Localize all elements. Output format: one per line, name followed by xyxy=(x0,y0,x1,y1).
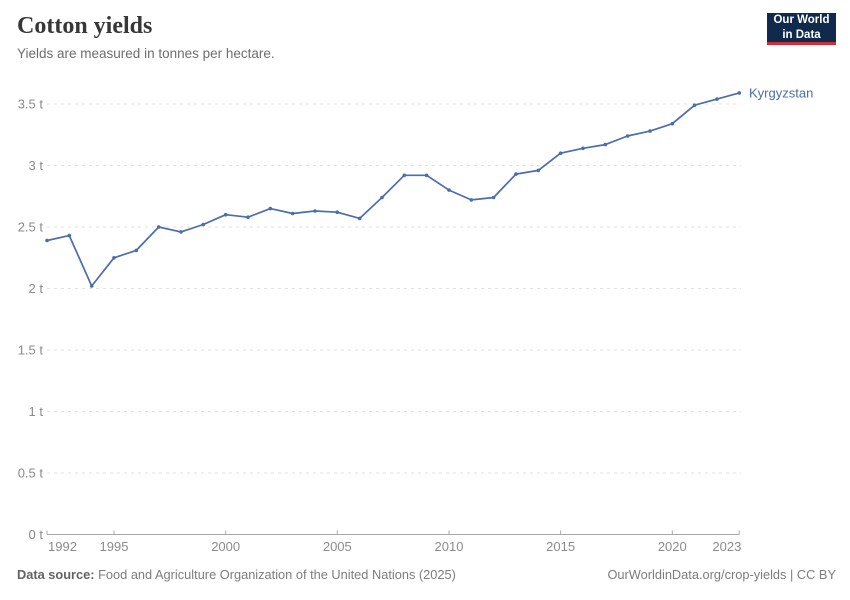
data-point[interactable] xyxy=(268,206,273,211)
x-axis-tick-label: 2020 xyxy=(658,539,687,554)
y-axis-tick-label: 1 t xyxy=(29,404,44,419)
data-point[interactable] xyxy=(134,248,139,253)
data-point[interactable] xyxy=(625,134,630,138)
y-axis-tick-label: 3.5 t xyxy=(18,97,44,112)
x-axis-tick-label: 2010 xyxy=(435,539,464,554)
data-point[interactable] xyxy=(335,210,340,214)
x-axis-tick-label: 1995 xyxy=(100,539,129,554)
data-point[interactable] xyxy=(581,146,585,151)
data-point[interactable] xyxy=(89,284,94,288)
data-point[interactable] xyxy=(715,97,719,101)
x-axis-tick-label: 2023 xyxy=(712,539,741,554)
data-source-note: Data source: Food and Agriculture Organi… xyxy=(17,567,456,583)
data-point[interactable] xyxy=(670,121,675,126)
owid-logo[interactable]: Our World in Data xyxy=(767,13,836,45)
owid-logo-line1: Our World xyxy=(773,14,830,27)
chart-subtitle: Yields are measured in tonnes per hectar… xyxy=(17,45,275,61)
page-title: Cotton yields xyxy=(17,13,153,39)
data-point[interactable] xyxy=(402,173,407,178)
data-point[interactable] xyxy=(737,91,742,95)
x-axis-tick-label: 2015 xyxy=(546,539,575,554)
x-axis-tick-label: 2005 xyxy=(323,539,352,554)
data-point[interactable] xyxy=(536,168,541,173)
data-source-label: Data source: xyxy=(17,567,95,582)
series-end-label[interactable]: Kyrgyzstan xyxy=(749,85,813,100)
data-point[interactable] xyxy=(491,195,496,200)
data-point[interactable] xyxy=(45,238,49,243)
x-axis-tick-label: 1992 xyxy=(48,539,77,554)
data-point[interactable] xyxy=(469,198,474,202)
data-point[interactable] xyxy=(447,188,451,192)
data-point[interactable] xyxy=(223,212,228,217)
data-point[interactable] xyxy=(246,215,250,219)
y-axis-tick-label: 3 t xyxy=(29,158,44,173)
data-point[interactable] xyxy=(67,233,72,238)
y-axis-tick-label: 1.5 t xyxy=(18,343,44,358)
chart-header: Cotton yields Yields are measured in ton… xyxy=(17,12,750,61)
data-point[interactable] xyxy=(357,216,362,221)
data-point[interactable] xyxy=(179,230,183,234)
data-point[interactable] xyxy=(424,173,429,178)
data-point[interactable] xyxy=(603,142,608,147)
attribution-link[interactable]: OurWorldinData.org/crop-yields | CC BY xyxy=(607,567,836,582)
data-point[interactable] xyxy=(156,225,161,229)
y-axis-tick-label: 0.5 t xyxy=(18,466,44,481)
chart-footer: Data source: Food and Agriculture Organi… xyxy=(17,567,836,583)
x-axis-tick-label: 2000 xyxy=(211,539,240,554)
line-chart-canvas: 0 t 0.5 t 1 t 1.5 t 2 t 2.5 t 3 t 3.5 t 1992 1995… xyxy=(18,85,814,554)
data-point[interactable] xyxy=(290,211,295,216)
y-axis-tick-label: 0 t xyxy=(29,527,44,542)
y-axis-tick-label: 2.5 t xyxy=(18,220,44,235)
data-point[interactable] xyxy=(313,209,317,213)
data-point[interactable] xyxy=(692,103,697,107)
data-source-text: Food and Agriculture Organization of the… xyxy=(98,567,456,582)
data-point[interactable] xyxy=(558,151,563,155)
data-point[interactable] xyxy=(380,195,384,200)
y-axis-tick-label: 2 t xyxy=(29,281,44,296)
series-line-kyrgyzstan[interactable] xyxy=(46,92,741,287)
data-point[interactable] xyxy=(514,172,518,176)
owid-logo-line2: in Data xyxy=(782,28,821,41)
data-point[interactable] xyxy=(201,222,206,227)
data-point[interactable] xyxy=(648,129,652,133)
data-point[interactable] xyxy=(112,255,116,260)
